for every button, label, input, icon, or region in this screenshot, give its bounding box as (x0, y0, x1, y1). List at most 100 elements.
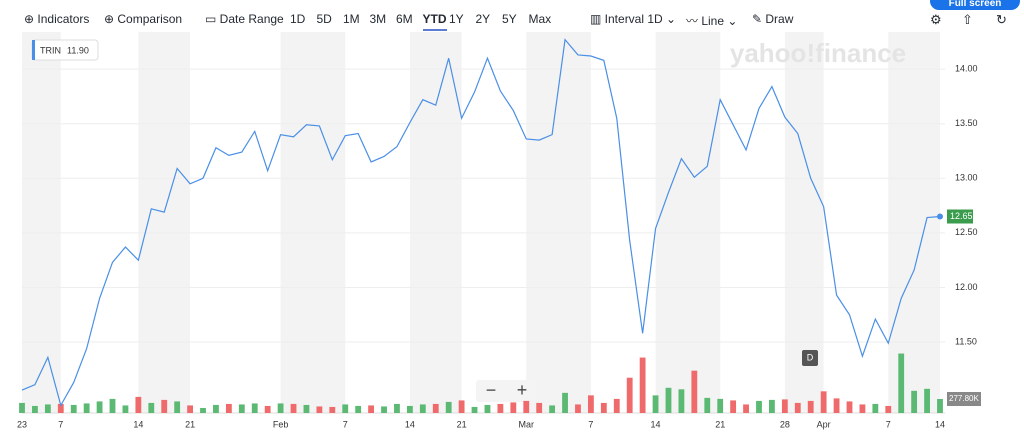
y-tick-label: 12.00 (955, 282, 978, 292)
volume-bar (807, 400, 814, 413)
reset-icon[interactable]: ↻ (996, 12, 1007, 27)
legend-symbol: TRIN (40, 45, 61, 55)
volume-bar (32, 405, 38, 413)
volume-bar (898, 353, 905, 413)
volume-bar (652, 395, 659, 413)
range-button[interactable]: 5D (316, 12, 332, 26)
watermark: yahoo!finance (730, 38, 906, 68)
volume-bar (678, 389, 685, 413)
volume-bar (290, 403, 297, 413)
volume-bar (368, 405, 375, 413)
zoom-in[interactable]: + (517, 380, 528, 400)
settings-icon[interactable]: ⚙ (930, 12, 942, 27)
legend-swatch (32, 40, 35, 60)
volume-bar (277, 403, 284, 413)
volume-bar (251, 403, 258, 413)
label: Comparison (117, 12, 183, 26)
volume-bar (303, 404, 310, 413)
week-band (280, 32, 346, 413)
volume-bar (445, 401, 452, 413)
range-button[interactable]: 1Y (449, 12, 464, 26)
x-tick-label: Apr (817, 419, 831, 429)
week-band (22, 32, 61, 413)
volume-bar (911, 390, 918, 413)
marker-box[interactable] (802, 350, 818, 366)
volume-bar (639, 357, 646, 413)
volume-bar (200, 407, 206, 413)
y-tick-label: 13.50 (955, 118, 978, 128)
week-band (409, 32, 462, 413)
range-button[interactable]: 5Y (502, 12, 517, 26)
volume-bar (523, 400, 530, 413)
range-button[interactable]: 3M (369, 12, 387, 26)
week-band (888, 32, 940, 413)
draw-button[interactable]: ✎ Draw (752, 12, 794, 26)
volume-bar (691, 370, 698, 413)
x-tick-label: 7 (343, 419, 348, 429)
volume-bar (406, 405, 413, 413)
x-tick-label: 7 (588, 419, 593, 429)
volume-bar (626, 377, 633, 413)
volume-bar (96, 401, 103, 413)
volume-bar (458, 400, 465, 413)
volume-bar (148, 402, 155, 413)
x-tick-label: 7 (58, 419, 63, 429)
volume-bar (600, 402, 607, 413)
range-button[interactable]: Max (528, 12, 552, 26)
x-tick-label: Feb (273, 419, 289, 429)
zoom-controls: − + (476, 380, 536, 402)
volume-bar (135, 396, 142, 413)
volume-bar (613, 398, 620, 413)
volume-bar (562, 392, 568, 413)
volume-bar (704, 397, 711, 413)
line-button[interactable]: 〰 Line ⌄ (686, 14, 738, 28)
volume-bar (756, 400, 762, 413)
range-button[interactable]: 6M (396, 12, 413, 26)
x-tick-label: 14 (651, 419, 661, 429)
range-button[interactable]: YTD (422, 12, 447, 31)
volume-bar (730, 400, 737, 413)
x-tick-label: 21 (185, 419, 195, 429)
zoom-out[interactable]: − (486, 380, 497, 400)
volume-bar (57, 403, 64, 413)
range-button[interactable]: 2Y (475, 12, 491, 26)
interval-button[interactable]: ▥ Interval 1D ⌄ (590, 12, 677, 26)
week-band (138, 32, 191, 413)
volume-bar (484, 404, 491, 413)
volume-bar (937, 398, 943, 413)
volume-bar (536, 402, 543, 413)
range-button[interactable]: 1D (290, 12, 306, 26)
label: Line (701, 14, 725, 28)
price-line (21, 38, 941, 407)
share-icon[interactable]: ⇧ (962, 12, 973, 27)
volume-bar (510, 402, 517, 413)
indicators-button[interactable]: ⊕ Indicators (24, 12, 90, 26)
range-button[interactable]: 1M (343, 12, 360, 26)
x-tick-label: 21 (457, 419, 467, 429)
volume-bar (264, 405, 271, 413)
volume-bar (549, 405, 556, 413)
x-tick-label: 21 (715, 419, 725, 429)
volume-bar (717, 398, 724, 413)
x-tick-label: 7 (886, 419, 891, 429)
comparison-button[interactable]: ⊕ Comparison (104, 12, 183, 26)
volume-bar (497, 403, 504, 413)
volume-bar (329, 406, 336, 413)
volume-bar (432, 403, 439, 413)
volume-bar (355, 405, 362, 413)
volume-tag (947, 391, 981, 406)
full-screen-button[interactable]: Full screen (930, 0, 1020, 10)
volume-bar (665, 387, 672, 413)
volume-bar (859, 404, 866, 413)
volume-bar (743, 404, 749, 413)
volume-bar (575, 404, 581, 413)
x-tick-label: 14 (935, 419, 945, 429)
x-tick-label: Mar (519, 419, 535, 429)
y-tick-label: 13.00 (955, 173, 978, 183)
volume-bar (394, 403, 400, 413)
marker-label: D (807, 352, 814, 362)
volume-bar (316, 406, 323, 413)
date-range-button[interactable]: ▭ Date Range (205, 12, 284, 26)
volume-bar (161, 399, 168, 413)
volume-bar (225, 403, 232, 413)
